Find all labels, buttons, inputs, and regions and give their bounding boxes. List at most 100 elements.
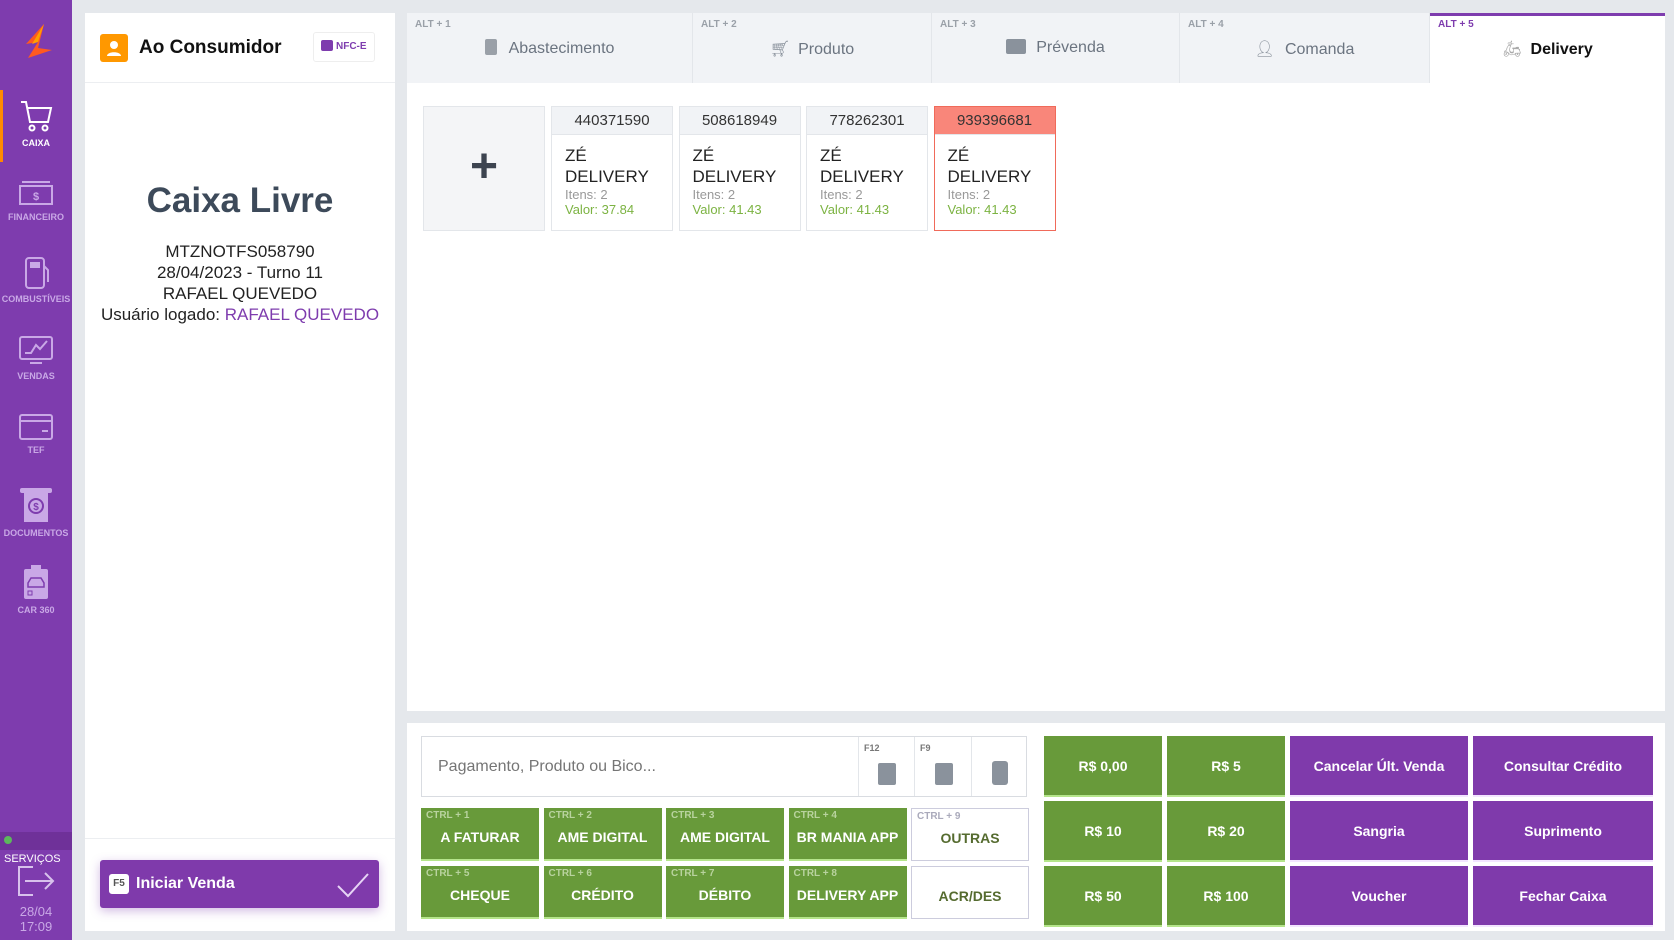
search-input[interactable] — [422, 737, 858, 796]
payment-button[interactable]: CTRL + 8 DELIVERY APP — [788, 866, 907, 919]
operator-name: RAFAEL QUEVEDO — [162, 284, 318, 303]
payment-label: CRÉDITO — [571, 886, 634, 903]
quick-action-button[interactable]: Voucher — [1290, 866, 1468, 927]
quick-action-label: R$ 100 — [1203, 887, 1249, 904]
tab-label: Abastecimento — [508, 40, 615, 57]
sidebar-item-financeiro[interactable]: $ FINANCEIRO — [0, 170, 72, 242]
shortcut-key: CTRL + 4 — [793, 810, 837, 821]
order-card[interactable]: 939396681 ZÉ DELIVERY Itens: 2 Valor: 41.43 — [933, 106, 1056, 231]
quick-action-label: Consultar Crédito — [1503, 757, 1623, 774]
shortcut-key: F12 — [864, 743, 880, 753]
document-money-icon: $ — [20, 488, 52, 522]
receipt-icon — [878, 763, 896, 785]
order-source: ZÉ DELIVERY — [947, 146, 1032, 186]
logged-user-name: RAFAEL QUEVEDO — [224, 305, 380, 324]
cart-icon — [21, 101, 53, 132]
check-icon — [337, 873, 369, 898]
sidebar-item-caixa[interactable]: CAIXA — [0, 90, 72, 162]
payment-label: CHEQUE — [450, 886, 510, 903]
order-card[interactable]: 440371590 ZÉ DELIVERY Itens: 2 Valor: 37.84 — [551, 106, 673, 231]
cart-icon: 🛒︎ — [769, 41, 791, 58]
quick-action-button[interactable]: R$ 5 — [1167, 736, 1285, 797]
shortcut-key: F5 — [109, 874, 129, 894]
sidebar-item-vendas[interactable]: VENDAS — [0, 325, 72, 397]
shortcut-key: CTRL + 8 — [793, 868, 837, 879]
payment-label: A FATURAR — [440, 828, 520, 845]
quick-action-button[interactable]: Sangria — [1290, 801, 1468, 862]
sidebar-label: DOCUMENTOS — [3, 528, 69, 538]
sidebar-label: COMBUSTÍVEIS — [1, 294, 71, 304]
quick-action-label: R$ 10 — [1084, 822, 1122, 839]
payment-button[interactable]: CTRL + 6 CRÉDITO — [543, 866, 662, 919]
tab-produto[interactable]: ALT + 2 🛒︎ Produto — [693, 13, 932, 83]
sidebar-item-car360[interactable]: CAR 360 — [0, 555, 72, 627]
order-id: 508618949 — [679, 107, 800, 135]
payment-button[interactable]: CTRL + 4 BR MANIA APP — [788, 808, 907, 861]
quick-action-button[interactable]: R$ 10 — [1044, 801, 1162, 862]
quick-action-label: R$ 5 — [1211, 757, 1241, 774]
payment-button[interactable]: CTRL + 3 AME DIGITAL — [666, 808, 784, 861]
tab-prevenda[interactable]: ALT + 3 Prévenda — [932, 13, 1180, 83]
payment-button[interactable]: CTRL + 9 OUTRAS — [911, 808, 1029, 861]
calculator-button[interactable] — [971, 737, 1027, 796]
tab-shortcut: ALT + 3 — [940, 19, 976, 30]
car-clipboard-icon — [24, 565, 48, 599]
search-box: F12 F9 — [421, 736, 1027, 797]
order-card[interactable]: 508618949 ZÉ DELIVERY Itens: 2 Valor: 41.43 — [678, 106, 801, 231]
add-order-button[interactable]: + — [423, 106, 545, 231]
payment-label: DÉBITO — [698, 886, 752, 903]
shortcut-key: CTRL + 3 — [671, 810, 715, 821]
payment-button[interactable]: CTRL + 5 CHEQUE — [421, 866, 539, 919]
terminal-id: MTZNOTFS058790 — [165, 242, 315, 261]
tab-label: Comanda — [1284, 41, 1355, 58]
payment-label: AME DIGITAL — [680, 828, 770, 845]
quick-action-label: Sangria — [1353, 822, 1405, 839]
quick-action-button[interactable]: R$ 0,00 — [1044, 736, 1162, 797]
logout-icon[interactable] — [17, 864, 55, 898]
payment-button[interactable]: CTRL + 1 A FATURAR — [421, 808, 539, 861]
quick-action-button[interactable]: Cancelar Últ. Venda — [1290, 736, 1468, 797]
order-value: Valor: 37.84 — [565, 202, 635, 217]
start-sale-label: Iniciar Venda — [136, 875, 235, 892]
tab-delivery[interactable]: ALT + 5 🛵︎ Delivery — [1430, 13, 1665, 83]
print-f12-button[interactable]: F12 — [858, 737, 914, 796]
quick-action-button[interactable]: R$ 20 — [1167, 801, 1285, 862]
sidebar: CAIXA $ FINANCEIRO COMBUSTÍVEIS VENDAS TE… — [0, 0, 72, 940]
sidebar-item-documentos[interactable]: $ DOCUMENTOS — [0, 478, 72, 550]
logo-icon — [26, 24, 52, 58]
quick-action-button[interactable]: Suprimento — [1473, 801, 1653, 862]
print-f9-button[interactable]: F9 — [914, 737, 971, 796]
sidebar-item-combustiveis[interactable]: COMBUSTÍVEIS — [0, 248, 72, 320]
start-sale-button[interactable]: F5 Iniciar Venda — [100, 860, 379, 908]
shift-info: 28/04/2023 - Turno 11 — [156, 263, 324, 282]
order-id: 440371590 — [552, 107, 672, 135]
order-value: Valor: 41.43 — [820, 202, 890, 217]
calculator-icon — [992, 761, 1008, 785]
order-card[interactable]: 778262301 ZÉ DELIVERY Itens: 2 Valor: 41.43 — [806, 106, 928, 231]
quick-action-label: R$ 50 — [1084, 887, 1122, 904]
quick-action-label: Fechar Caixa — [1519, 887, 1607, 904]
payment-button[interactable]: CTRL + 2 AME DIGITAL — [543, 808, 662, 861]
tab-abastecimento[interactable]: ALT + 1 Abastecimento — [407, 13, 693, 83]
tab-comanda[interactable]: ALT + 4 👤︎ Comanda — [1180, 13, 1430, 83]
shortcut-key: CTRL + 1 — [426, 810, 470, 821]
quick-action-button[interactable]: Consultar Crédito — [1473, 736, 1653, 797]
payment-button[interactable]: CTRL + 7 DÉBITO — [666, 866, 784, 919]
quick-action-button[interactable]: R$ 100 — [1167, 866, 1285, 927]
nfce-icon — [321, 40, 333, 51]
services-status[interactable]: SERVIÇOS — [0, 832, 72, 865]
customer-icon — [100, 34, 128, 62]
order-id: 778262301 — [807, 107, 927, 135]
shortcut-key: CTRL + 5 — [426, 868, 470, 879]
receipt-icon — [935, 763, 953, 785]
register-status: Caixa Livre — [146, 181, 334, 220]
sidebar-item-tef[interactable]: TEF — [0, 403, 72, 475]
customer-name[interactable]: Ao Consumidor — [139, 37, 282, 58]
nfce-button[interactable]: NFC-E — [313, 32, 375, 62]
shortcut-key: F9 — [920, 743, 931, 753]
quick-action-button[interactable]: R$ 50 — [1044, 866, 1162, 927]
quick-action-button[interactable]: Fechar Caixa — [1473, 866, 1653, 927]
order-items: Itens: 2 — [947, 187, 991, 202]
quick-action-label: Cancelar Últ. Venda — [1313, 757, 1445, 774]
payment-button[interactable]: ACR/DES — [911, 866, 1029, 919]
